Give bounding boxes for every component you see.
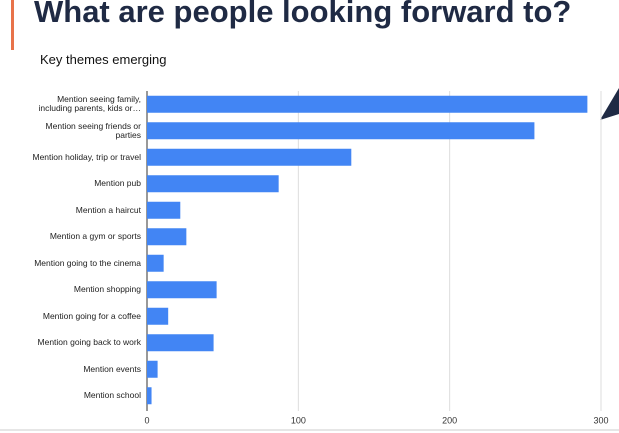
accent-bar [11,0,14,50]
y-tick-label: Mention events [83,363,141,374]
bar [147,201,181,219]
y-tick-label: Mention going for a coffee [42,310,141,321]
y-tick-label: Mention seeing family, including parents… [38,94,141,114]
y-tick-label: Mention a haircut [75,204,141,215]
y-tick-label: Mention seeing friends or parties [45,120,141,140]
bar [147,387,152,405]
y-tick-label: Mention going to the cinema [34,257,141,268]
decoration [600,88,619,120]
x-tick-label: 200 [442,415,457,425]
bar [147,175,279,193]
y-tick-label: Mention holiday, trip or travel [32,151,141,162]
x-tick-label: 100 [291,415,306,425]
bar [147,334,214,352]
bar [147,148,352,166]
bar [147,228,187,246]
y-tick-label: Mention shopping [73,284,141,295]
y-tick-label: Mention a gym or sports [49,231,141,242]
chart-subtitle: Key themes emerging [40,52,167,67]
bar [147,95,588,113]
chart-title: What are people looking forward to? [34,0,572,29]
y-tick-label: Mention going back to work [37,337,141,348]
y-tick-label: Mention pub [94,178,141,189]
bar [147,307,169,325]
x-tick-label: 0 [144,415,149,425]
y-tick-label: Mention school [83,390,141,401]
x-tick-label: 300 [593,415,608,425]
bar [147,122,535,140]
bar [147,254,164,272]
bar [147,281,217,299]
bar [147,360,158,378]
